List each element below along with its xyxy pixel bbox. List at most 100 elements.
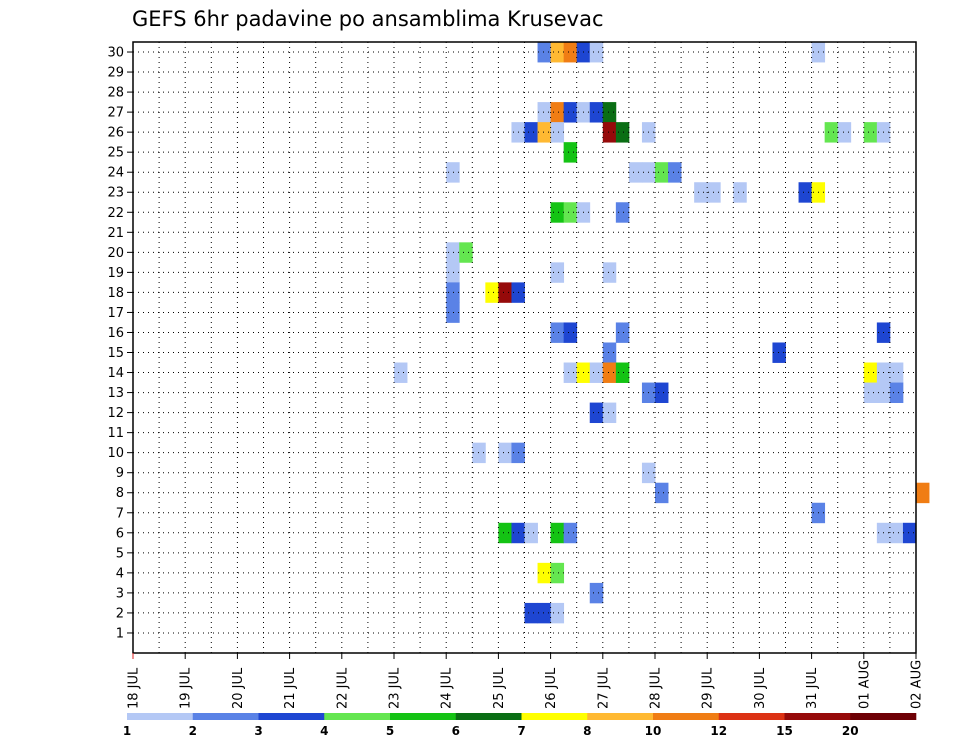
y-tick-label: 30	[107, 46, 124, 61]
x-tick-label: 31 JUL	[805, 667, 820, 709]
precip-cell	[524, 522, 538, 544]
precip-cell	[446, 262, 460, 283]
x-tick-label: 02 AUG	[910, 660, 925, 709]
y-tick-label: 23	[107, 186, 124, 201]
x-tick-label: 23 JUL	[388, 667, 403, 709]
y-tick-label: 12	[107, 406, 124, 421]
precip-cell	[563, 522, 578, 544]
precip-cell	[602, 102, 617, 123]
y-tick-label: 27	[107, 106, 124, 121]
precip-cell	[537, 602, 551, 624]
precip-cell	[889, 362, 904, 383]
precip-cell	[563, 362, 578, 383]
colorbar-swatch	[455, 713, 522, 720]
precip-cell	[615, 202, 630, 223]
y-tick-label: 18	[107, 286, 124, 301]
precip-cell	[550, 562, 565, 584]
colorbar-label: 12	[710, 724, 727, 738]
precip-cell	[550, 602, 565, 624]
colorbar-swatch	[718, 713, 785, 720]
precip-cell	[446, 282, 460, 303]
precip-cell	[459, 242, 473, 263]
precip-cell	[824, 122, 839, 143]
precip-cell	[916, 482, 930, 504]
colorbar-swatch	[521, 713, 588, 720]
y-tick-label: 29	[107, 66, 124, 81]
y-tick-label: 15	[107, 346, 124, 361]
precip-cell	[394, 362, 408, 383]
x-tick-label: 25 JUL	[492, 667, 507, 709]
precip-cell	[798, 182, 812, 203]
precip-cell	[668, 162, 682, 183]
heatmap-cells	[394, 42, 930, 624]
x-tick-label: 28 JUL	[649, 667, 664, 709]
colorbar: 1 2 3 4 5 6 7 8 10 12 15 20	[123, 713, 917, 738]
precip-cell	[498, 282, 512, 303]
x-axis: 18 JUL 19 JUL 20 JUL 21 JUL 22 JUL 23 JUL 24 J…	[127, 653, 925, 709]
precip-cell	[733, 182, 747, 203]
colorbar-swatch	[324, 713, 391, 720]
y-tick-label: 3	[116, 586, 124, 601]
precip-cell	[498, 522, 512, 544]
precip-cell	[537, 102, 551, 123]
x-tick-label: 21 JUL	[283, 667, 298, 709]
colorbar-label: 8	[583, 724, 591, 738]
y-tick-label: 25	[107, 146, 124, 161]
precip-cell	[446, 242, 460, 263]
precip-cell	[589, 582, 604, 604]
precip-cell	[537, 42, 551, 63]
colorbar-label: 10	[645, 724, 662, 738]
colorbar-label: 15	[776, 724, 793, 738]
colorbar-label: 3	[254, 724, 262, 738]
precip-cell	[537, 122, 551, 143]
precip-cell	[863, 362, 878, 383]
precip-cell	[498, 442, 512, 464]
x-tick-label: 29 JUL	[701, 667, 716, 709]
y-tick-label: 4	[116, 566, 124, 581]
y-tick-label: 6	[116, 526, 124, 541]
y-tick-label: 26	[107, 126, 124, 141]
precip-cell	[889, 522, 904, 544]
chart-title: GEFS 6hr padavine po ansamblima Krusevac	[132, 7, 604, 31]
precip-cell	[563, 322, 578, 343]
x-tick-label: 27 JUL	[596, 667, 611, 709]
colorbar-label: 7	[517, 724, 525, 738]
y-tick-label: 7	[116, 506, 124, 521]
precip-cell	[485, 282, 499, 303]
y-tick-label: 19	[107, 266, 124, 281]
colorbar-label: 6	[452, 724, 460, 738]
precip-cell	[615, 122, 630, 143]
colorbar-swatch	[653, 713, 720, 720]
x-tick-label: 26 JUL	[544, 667, 559, 709]
precip-cell	[628, 162, 643, 183]
colorbar-label: 2	[189, 724, 197, 738]
x-tick-label: 22 JUL	[335, 667, 350, 709]
precip-cell	[550, 262, 565, 283]
precip-cell	[524, 602, 538, 624]
y-tick-label: 11	[107, 426, 124, 441]
precip-cell	[655, 382, 669, 403]
y-tick-label: 1	[116, 626, 124, 641]
precip-cell	[602, 122, 617, 143]
y-tick-label: 5	[116, 546, 124, 561]
grid-lines	[133, 42, 916, 653]
precip-cell	[772, 342, 786, 363]
precip-cell	[602, 362, 617, 383]
precip-cell	[602, 262, 617, 283]
precip-cell	[589, 42, 604, 63]
y-tick-label: 16	[107, 326, 124, 341]
precip-cell	[863, 122, 878, 143]
y-tick-label: 20	[107, 246, 124, 261]
precip-cell	[902, 522, 917, 544]
precip-cell	[889, 382, 904, 403]
x-tick-label: 20 JUL	[231, 667, 246, 709]
precip-cell	[563, 42, 578, 63]
y-tick-label: 24	[107, 166, 124, 181]
colorbar-swatch	[850, 713, 917, 720]
precip-cell	[524, 122, 538, 143]
precip-cell	[446, 302, 460, 323]
precip-cell	[563, 102, 578, 123]
colorbar-label: 1	[123, 724, 131, 738]
precip-cell	[837, 122, 852, 143]
